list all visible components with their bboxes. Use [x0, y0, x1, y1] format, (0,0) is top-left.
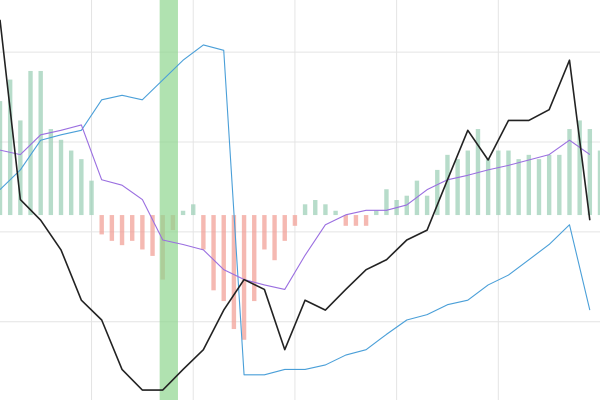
histogram-bar [496, 150, 501, 216]
histogram-bar [302, 204, 308, 216]
histogram-bar [374, 210, 379, 216]
series-line [0, 19, 591, 391]
histogram-bar [28, 70, 33, 216]
histogram-bar [150, 215, 155, 256]
highlight-band [159, 0, 178, 400]
histogram-bar [38, 70, 43, 216]
histogram-bar [323, 204, 328, 216]
histogram-bar [18, 120, 23, 216]
histogram-bar [465, 150, 470, 216]
histogram-bar [7, 79, 13, 216]
histogram-bar [89, 180, 94, 216]
histogram-bar [577, 120, 582, 216]
histogram-bar [211, 215, 216, 291]
histogram-bar [435, 169, 440, 216]
histogram-bar [587, 129, 593, 216]
histogram-bar [343, 215, 348, 226]
histogram-bar [252, 215, 257, 302]
histogram-bar [424, 195, 430, 216]
histogram-bar [201, 215, 206, 250]
histogram-bar [180, 210, 186, 216]
histogram-bar [99, 215, 104, 235]
histogram-bar [536, 159, 542, 216]
histogram-bar [445, 154, 450, 216]
histogram-bar [119, 215, 125, 246]
histogram-bar [282, 215, 287, 241]
histogram-bar [140, 215, 145, 250]
histogram-bar [526, 154, 532, 216]
histogram-bar [363, 215, 369, 226]
histogram-bar [68, 150, 74, 216]
histogram-bar [0, 101, 3, 216]
histogram-bar [546, 154, 552, 216]
histogram-bar [231, 215, 237, 330]
histogram-bar [485, 159, 491, 216]
series-line [0, 44, 591, 376]
histogram-bar [262, 215, 267, 250]
histogram-bar [353, 215, 359, 226]
histogram-bar [567, 129, 572, 216]
histogram-bar [597, 150, 600, 216]
histogram-bar [221, 215, 226, 302]
histogram-bar [58, 139, 64, 216]
histogram-bar [455, 159, 460, 216]
histogram-bar [557, 154, 562, 216]
histogram-bar [313, 200, 318, 216]
histogram-bar [79, 159, 84, 216]
histogram-bar [384, 189, 389, 216]
histogram-bar [130, 215, 135, 241]
histogram-bar [272, 215, 277, 261]
series-line [0, 124, 591, 290]
histogram-bar [292, 215, 298, 226]
histogram-bar [109, 215, 115, 241]
histogram-bar [506, 150, 511, 216]
histogram-bar [333, 210, 338, 216]
histogram-bar [516, 159, 521, 216]
histogram-bar [48, 129, 54, 216]
histogram-bar [191, 204, 196, 216]
histogram-bar [241, 215, 247, 340]
